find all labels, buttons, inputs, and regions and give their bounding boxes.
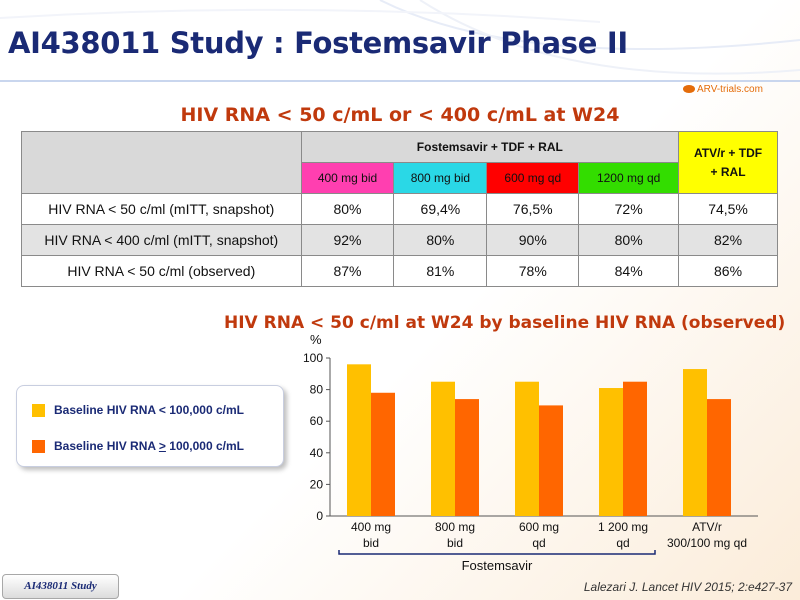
table-heading: HIV RNA < 50 c/mL or < 400 c/mL at W24 [180, 104, 620, 126]
legend-label: Baseline HIV RNA > 100,000 c/mL [54, 439, 244, 453]
citation: Lalezari J. Lancet HIV 2015; 2:e427-37 [583, 580, 792, 594]
table-cell: 80% [300, 193, 395, 225]
bar [707, 399, 731, 516]
bar [623, 381, 647, 516]
x-tick-label: 600 mg [519, 520, 559, 534]
row-label: HIV RNA < 50 c/ml (observed) [21, 255, 302, 287]
x-tick-label: 800 mg [435, 520, 475, 534]
table-row: HIV RNA < 50 c/ml (observed) 87% 81% 78%… [21, 255, 778, 287]
fostemsavir-header: Fostemsavir + TDF + RAL [300, 131, 680, 163]
table-cell: 80% [393, 224, 488, 256]
comparator-header: ATV/r + TDF + RAL [678, 131, 778, 194]
legend-label-suffix: 100,000 c/mL [165, 439, 244, 453]
table-cell: 76,5% [486, 193, 580, 225]
fostemsavir-bracket [338, 550, 656, 555]
slide-title: AI438011 Study : Fostemsavir Phase II [8, 26, 628, 60]
table-cell: 84% [578, 255, 680, 287]
y-tick-label: 0 [316, 509, 323, 523]
chart-legend: Baseline HIV RNA < 100,000 c/mL Baseline… [16, 385, 284, 467]
comparator-header-line1: ATV/r + TDF [693, 145, 763, 160]
bar [455, 399, 479, 516]
bar [539, 405, 563, 516]
bar [599, 388, 623, 516]
dose-header-600-qd: 600 mg qd [486, 162, 580, 194]
table-corner-cell [21, 131, 302, 194]
dose-header-800-bid: 800 mg bid [393, 162, 488, 194]
legend-swatch-orange [32, 440, 45, 453]
table-cell: 74,5% [678, 193, 778, 225]
row-label: HIV RNA < 50 c/ml (mITT, snapshot) [21, 193, 302, 225]
group-label: Fostemsavir [462, 558, 533, 573]
bar [683, 369, 707, 516]
bar [347, 364, 371, 516]
table-cell: 81% [393, 255, 488, 287]
legend-label-prefix: Baseline HIV RNA [54, 439, 159, 453]
table-cell: 90% [486, 224, 580, 256]
x-tick-label: qd [532, 536, 545, 550]
table-row: HIV RNA < 50 c/ml (mITT, snapshot) 80% 6… [21, 193, 778, 225]
x-tick-label: 1 200 mg [598, 520, 648, 534]
title-divider [0, 80, 800, 82]
results-table: Fostemsavir + TDF + RAL ATV/r + TDF + RA… [21, 131, 778, 287]
table-cell: 72% [578, 193, 680, 225]
legend-label-symbol: > [158, 439, 166, 453]
decorative-background-curves [0, 0, 800, 75]
study-tag: AI438011 Study [2, 574, 119, 599]
logo-icon [683, 85, 695, 94]
x-tick-label: bid [363, 536, 379, 550]
table-cell: 87% [300, 255, 395, 287]
x-tick-label: ATV/r [692, 520, 722, 534]
x-tick-label: 400 mg [351, 520, 391, 534]
table-cell: 80% [578, 224, 680, 256]
x-tick-label: bid [447, 536, 463, 550]
comparator-header-line2: + RAL [710, 164, 746, 179]
table-cell: 69,4% [393, 193, 488, 225]
logo-text: ARV-trials.com [697, 84, 763, 95]
bar [371, 392, 395, 516]
table-row: HIV RNA < 400 c/ml (mITT, snapshot) 92% … [21, 224, 778, 256]
dose-header-400-bid: 400 mg bid [300, 162, 395, 194]
table-cell: 78% [486, 255, 580, 287]
bar [515, 381, 539, 516]
x-tick-label: qd [616, 536, 629, 550]
y-tick-label: 80 [310, 383, 324, 397]
y-tick-label: 100 [303, 351, 323, 365]
table-cell: 82% [678, 224, 778, 256]
table-cell: 92% [300, 224, 395, 256]
chart-title: HIV RNA < 50 c/ml at W24 by baseline HIV… [224, 313, 786, 333]
row-label: HIV RNA < 400 c/ml (mITT, snapshot) [21, 224, 302, 256]
bar [431, 381, 455, 516]
bar-chart: % 0 20 40 60 80 100 400 mg bid 800 mg bid 600 mg qd 1… [303, 332, 758, 573]
y-tick-label: 60 [310, 414, 324, 428]
y-tick-label: 20 [310, 477, 324, 491]
legend-swatch-yellow [32, 404, 45, 417]
x-tick-label: 300/100 mg qd [667, 536, 747, 550]
arv-trials-logo: ARV-trials.com [683, 84, 763, 95]
y-axis-label: % [310, 332, 322, 347]
legend-label: Baseline HIV RNA < 100,000 c/mL [54, 403, 244, 417]
table-cell: 86% [678, 255, 778, 287]
y-tick-label: 40 [310, 446, 324, 460]
dose-header-1200-qd: 1200 mg qd [578, 162, 680, 194]
